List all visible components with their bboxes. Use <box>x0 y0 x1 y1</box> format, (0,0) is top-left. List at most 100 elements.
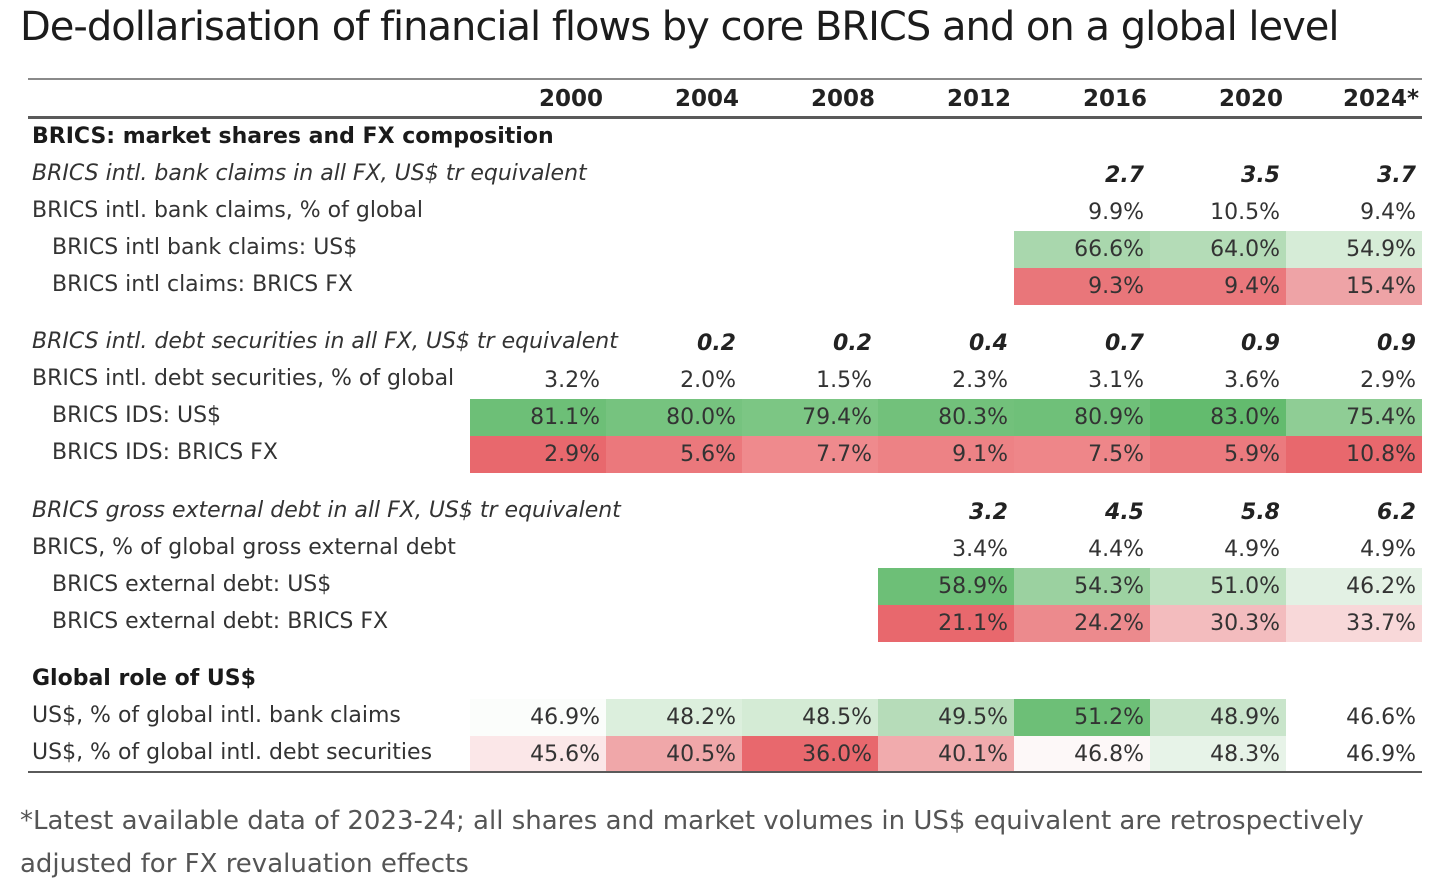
table-cell <box>878 120 1014 157</box>
table-cell: 45.6% <box>470 736 606 773</box>
row-label: BRICS IDS: US$ <box>52 403 222 428</box>
table-cell: 83.0% <box>1150 399 1286 436</box>
table-cell: 4.9% <box>1360 537 1416 562</box>
table-cell <box>742 231 878 268</box>
table-cell <box>606 531 742 568</box>
table-cell <box>470 662 606 699</box>
table-row: BRICS intl bank claims: US$ 66.6% 64.0% 54.… <box>0 231 1446 268</box>
table-cell <box>606 120 742 157</box>
table-cell: 24.2% <box>1014 605 1150 642</box>
table-cell <box>1286 120 1422 157</box>
table-cell: 0.2 <box>833 331 872 356</box>
table-row: BRICS, % of global gross external debt 3.… <box>0 531 1446 568</box>
table-cell <box>1014 120 1150 157</box>
table-row: BRICS intl. debt securities, % of global… <box>0 362 1446 399</box>
table-cell <box>742 494 878 531</box>
table-cell <box>878 157 1014 194</box>
table-cell <box>742 157 878 194</box>
table-cell: 7.7% <box>742 436 878 473</box>
year-header: 2004 <box>674 86 739 112</box>
table-cell <box>1150 120 1286 157</box>
table-cell <box>606 194 742 231</box>
table-row: BRICS intl. bank claims in all FX, US$ t… <box>0 157 1446 194</box>
table-cell: 36.0% <box>742 736 878 773</box>
row-label: BRICS, % of global gross external debt <box>32 535 456 560</box>
table-cell: 75.4% <box>1286 399 1422 436</box>
table-cell: 4.4% <box>1088 537 1144 562</box>
row-label: Global role of US$ <box>32 666 256 691</box>
table-cell: 7.5% <box>1014 436 1150 473</box>
year-header: 2012 <box>946 86 1011 112</box>
table-cell <box>606 494 742 531</box>
table-cell: 30.3% <box>1150 605 1286 642</box>
table-cell: 2.0% <box>680 368 736 393</box>
table-cell: 48.9% <box>1150 699 1286 736</box>
table-cell: 4.9% <box>1224 537 1280 562</box>
row-label: BRICS: market shares and FX composition <box>32 124 554 149</box>
table-cell: 3.2% <box>544 368 600 393</box>
table-cell: 9.3% <box>1014 268 1150 305</box>
table-cell: 5.8 <box>1241 500 1280 525</box>
row-label: BRICS intl. bank claims, % of global <box>32 198 423 223</box>
table-cell: 54.9% <box>1286 231 1422 268</box>
year-header: 2008 <box>810 86 875 112</box>
table-cell <box>606 662 742 699</box>
table-cell: 64.0% <box>1150 231 1286 268</box>
table-cell: 10.8% <box>1286 436 1422 473</box>
table-cell: 5.9% <box>1150 436 1286 473</box>
table-cell: 48.2% <box>606 699 742 736</box>
table-cell: 46.6% <box>1286 699 1422 736</box>
table-row: BRICS IDS: BRICS FX 2.9% 5.6% 7.7% 9.1% 7.5% 5… <box>0 436 1446 473</box>
row-label: BRICS intl. debt securities, % of global <box>32 366 455 391</box>
table-cell: 10.5% <box>1210 200 1280 225</box>
row-label: BRICS IDS: BRICS FX <box>52 440 278 465</box>
table-cell: 80.3% <box>878 399 1014 436</box>
table-cell: 6.2 <box>1377 500 1416 525</box>
table-cell <box>742 531 878 568</box>
table-row: BRICS intl. bank claims, % of global 9.9%… <box>0 194 1446 231</box>
table-cell: 2.7 <box>1105 163 1144 188</box>
row-label: BRICS intl. bank claims in all FX, US$ t… <box>32 161 587 186</box>
table-cell <box>470 157 606 194</box>
bottom-rule <box>28 771 1422 773</box>
table-cell: 4.5 <box>1105 500 1144 525</box>
table-cell <box>470 120 606 157</box>
table-cell: 3.6% <box>1224 368 1280 393</box>
table-cell <box>742 568 878 605</box>
table-cell <box>606 157 742 194</box>
table-cell: 49.5% <box>878 699 1014 736</box>
table-cell: 9.1% <box>878 436 1014 473</box>
table-cell: 48.3% <box>1150 736 1286 773</box>
table-cell: 1.5% <box>816 368 872 393</box>
table-cell <box>606 605 742 642</box>
table-row: US$, % of global intl. bank claims 46.9% 4… <box>0 699 1446 736</box>
year-header: 2016 <box>1082 86 1147 112</box>
table-cell: 2.9% <box>1360 368 1416 393</box>
header-rule <box>28 116 1422 119</box>
table-cell <box>470 531 606 568</box>
table-cell <box>878 268 1014 305</box>
table-row: BRICS external debt: BRICS FX 21.1% 24.2% 3… <box>0 605 1446 642</box>
table-cell <box>1150 662 1286 699</box>
row-label: BRICS intl claims: BRICS FX <box>52 272 353 297</box>
table-cell <box>606 568 742 605</box>
row-label: US$, % of global intl. debt securities <box>32 740 433 765</box>
row-label: BRICS intl bank claims: US$ <box>52 235 358 260</box>
row-label: BRICS external debt: BRICS FX <box>52 609 389 634</box>
row-label: US$, % of global intl. bank claims <box>32 703 401 728</box>
table-row: Global role of US$ <box>0 662 1446 699</box>
table-cell <box>606 268 742 305</box>
table-cell <box>742 605 878 642</box>
table-cell <box>470 494 606 531</box>
table-cell: 3.2 <box>969 500 1008 525</box>
table-cell: 15.4% <box>1286 268 1422 305</box>
table-row: BRICS: market shares and FX composition <box>0 120 1446 157</box>
table-cell: 0.9 <box>1241 331 1280 356</box>
footnote: *Latest available data of 2023-24; all s… <box>20 806 1364 879</box>
table-cell: 5.6% <box>606 436 742 473</box>
table-cell: 54.3% <box>1014 568 1150 605</box>
table-cell: 9.9% <box>1088 200 1144 225</box>
row-label: BRICS external debt: US$ <box>52 572 332 597</box>
table-cell: 21.1% <box>878 605 1014 642</box>
table-row: BRICS IDS: US$ 81.1% 80.0% 79.4% 80.3% 80.9% 8… <box>0 399 1446 436</box>
